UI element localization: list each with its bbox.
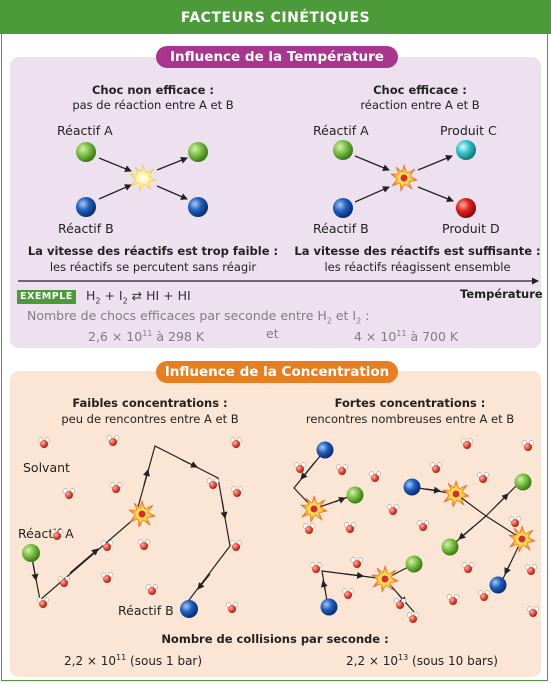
effective-collision-heading: Choc efficace : [373,83,467,97]
effective-collision-subheading: réaction entre A et B [360,98,480,112]
high-concentration-reactant-molecules [316,441,532,616]
low-concentration-collision-icon [128,500,156,528]
conc-reactant-b-label: Réactif B [118,603,174,618]
conc-reactant-a-molecule [22,544,40,562]
sheet-title: FACTEURS CINÉTIQUES [0,0,551,34]
high-concentration-collision-icon-4 [371,565,399,593]
conc-reactant-b-molecule [180,600,198,618]
effective-collisions-text: Nombre de chocs efficaces par seconde en… [27,308,370,326]
left-reactant-a-label: Réactif A [57,123,113,138]
temperature-title: Influence de la Température [156,46,398,68]
temperature-axis-label: Température [460,287,543,301]
right-reactant-b-label: Réactif B [313,221,369,236]
collisions-per-second-heading: Nombre de collisions par seconde : [161,632,389,646]
ineffective-collision-subheading: pas de réaction entre A et B [72,98,234,112]
concentration-panel [10,371,541,677]
high-concentration-solvent-molecules [293,438,540,624]
low-concentration-subheading: peu de rencontres entre A et B [61,412,239,426]
ineffective-collision-heading: Choc non efficace : [91,83,215,97]
low-concentration-heading: Faibles concentrations : [72,396,228,410]
collisions-at-298k: 2,6 × 1011 à 298 K [88,329,205,345]
fast-speed-caption: les réactifs réagissent ensemble [324,260,511,274]
sheet-frame [1,34,548,681]
right-reactant-b-molecule [333,198,353,218]
concentration-title: Influence de la Concentration [156,361,398,383]
ineffective-collision-flash-icon [129,164,157,192]
left-reactant-b-molecule [76,197,96,217]
right-reactant-a-molecule [333,140,353,160]
effective-collision-flash-icon [390,164,418,192]
reaction-equation: H2 + I2 ⇄ HI + HI [86,288,191,306]
slow-speed-caption: les réactifs se percutent sans réagir [49,260,257,274]
slow-speed-caption-bold: La vitesse des réactifs est trop faible … [27,244,279,258]
left-reactant-a-molecule [76,142,96,162]
example-tag: EXEMPLE [17,290,76,304]
high-concentration-heading: Fortes concentrations : [334,396,486,410]
solvent-label: Solvant [23,460,70,475]
product-d-molecule [456,198,476,218]
left-reactant-a-after-molecule [188,142,208,162]
product-c-label: Produit C [440,123,497,138]
collisions-connector: et [266,326,279,341]
temperature-panel [10,57,541,348]
high-concentration-collision-icon-2 [442,480,470,508]
collisions-at-10-bars: 2,2 × 1013 (sous 10 bars) [346,653,498,668]
collisions-at-1-bar: 2,2 × 1011 (sous 1 bar) [64,653,203,668]
high-concentration-collision-icon-3 [508,525,536,553]
left-reactant-b-after-molecule [188,197,208,217]
fast-speed-caption-bold: La vitesse des réactifs est suffisante : [294,244,541,258]
right-reactant-a-label: Réactif A [313,123,369,138]
product-c-molecule [456,140,476,160]
collisions-at-700k: 4 × 1011 à 700 K [354,329,459,345]
product-d-label: Produit D [442,221,500,236]
left-reactant-b-label: Réactif B [58,221,114,236]
high-concentration-subheading: rencontres nombreuses entre A et B [305,412,515,426]
